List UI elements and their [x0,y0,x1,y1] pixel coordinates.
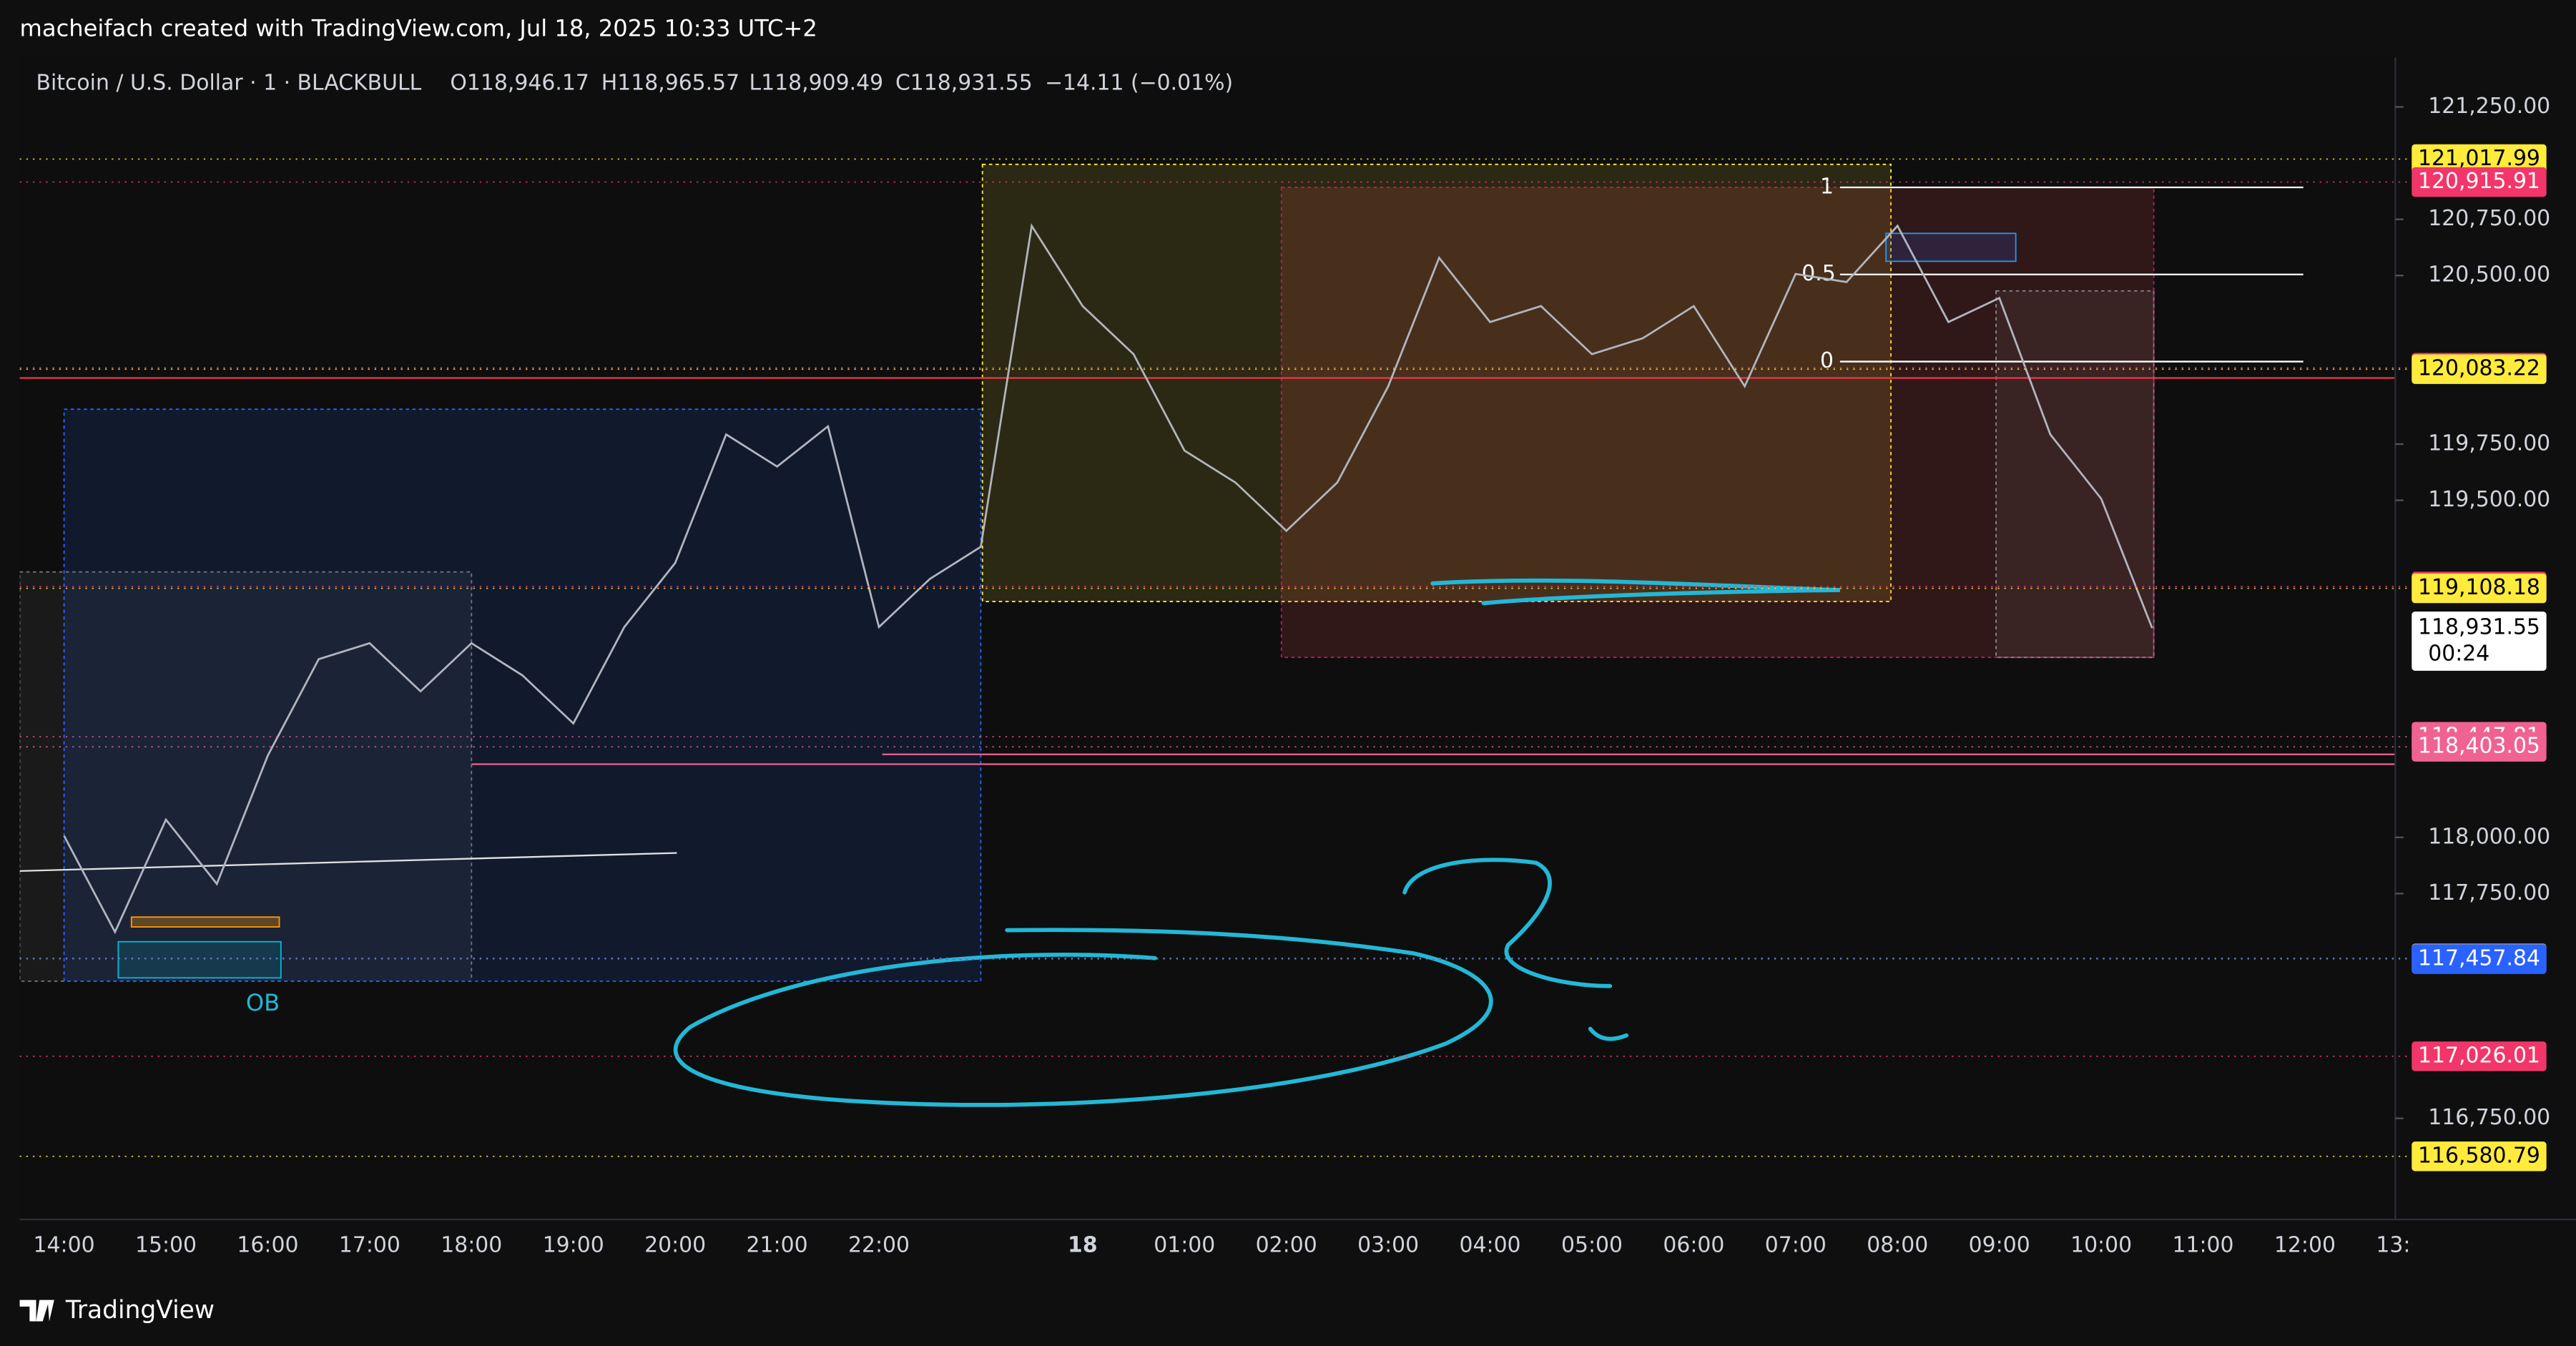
price-label: 119,108.18 [2418,575,2540,600]
blue-zone [63,408,982,982]
y-tick-label: 117,750.00 [2428,880,2550,905]
freehand-dot [1588,1026,1629,1041]
price-label-box [2412,944,2547,974]
ohlc-low: L118,909.49 [749,71,884,96]
plot-area [19,57,2396,1220]
x-tick-label: 14:00 [34,1232,95,1257]
price-label-box [2412,1141,2547,1171]
x-tick-label: 21:00 [747,1232,808,1257]
drawings: 1 0.5 0 OB [19,163,2396,1107]
footer [0,1275,2576,1346]
x-tick-label: 16:00 [237,1232,298,1257]
brand: TradingView [65,1296,215,1325]
x-tick-label: 04:00 [1460,1232,1521,1257]
price-label-box [2412,144,2547,175]
y-tick-label: 120,750.00 [2428,206,2550,231]
x-tick-label: 18 [1068,1232,1098,1257]
x-tick-label: 17:00 [339,1232,400,1257]
x-tick-label: 02:00 [1256,1232,1317,1257]
fib-label: 1 [1820,174,1834,199]
x-tick-label: 11:00 [2173,1232,2234,1257]
y-tick-label: 118,000.00 [2428,824,2550,849]
price-label-box [2412,732,2547,762]
price-label-box [2412,354,2547,384]
yellow-zone [981,163,1892,602]
price-label: 117,026.01 [2418,1043,2540,1068]
logo [19,1300,54,1322]
price-label: 121,017.99 [2418,146,2540,171]
price-label: 116,580.79 [2418,1143,2540,1168]
x-tick-label: 07:00 [1765,1232,1827,1257]
last-price-box [2412,611,2547,671]
time-axis: 14:00 15:00 16:00 17:00 18:00 19:00 20:00 21:00… [34,1232,2437,1257]
x-tick-label: 20:00 [644,1232,706,1257]
ob-box [130,916,280,928]
ohlc-change: −14.11 (−0.01%) [1045,71,1233,96]
y-tick-label: 119,500.00 [2428,487,2550,512]
x-tick-label: 18:00 [441,1232,502,1257]
price-label-box [2412,167,2547,197]
x-tick-label: 08:00 [1867,1232,1928,1257]
freehand-ellipse [673,928,1493,1107]
price-label-box [2412,573,2547,604]
x-tick-label: 12:00 [2274,1232,2336,1257]
x-tick-label: 05:00 [1561,1232,1623,1257]
freehand [673,578,1840,1107]
pink-zone [1995,290,2155,659]
x-tick-label: 19:00 [543,1232,604,1257]
x-tick-label: 10:00 [2070,1232,2132,1257]
freehand-stroke [1430,578,1840,606]
last-price-label: 118,931.55 [2418,615,2540,640]
x-tick-label: 01:00 [1154,1232,1215,1257]
ohlc-close: C118,931.55 [895,71,1033,96]
price-label: 120,083.22 [2418,356,2540,381]
ohlc-open: O118,946.17 [450,71,589,96]
x-tick-label: 06:00 [1663,1232,1724,1257]
countdown: 00:24 [2428,641,2489,666]
ohlc-high: H118,965.57 [601,71,739,96]
price-label: 118,403.05 [2418,734,2540,759]
fib-label: 0 [1820,348,1834,373]
ob-label: OB [246,989,280,1016]
red-zone [1280,187,2155,659]
small-box [1885,232,2017,262]
price-line-series [63,222,2153,935]
y-tick-label: 121,250.00 [2428,94,2550,119]
watermark: macheifach created with TradingView.com,… [20,14,817,41]
x-tick-label: 09:00 [1969,1232,2030,1257]
zone-box [19,571,473,982]
y-tick-label: 116,750.00 [2428,1105,2550,1130]
symbol: Bitcoin / U.S. Dollar · 1 · BLACKBULL [36,71,422,96]
x-tick-label: 13:00 [2376,1232,2437,1257]
price-label-box [2412,1041,2547,1071]
x-tick-label: 03:00 [1357,1232,1419,1257]
freehand-question [1402,858,1613,988]
y-tick-label: 120,500.00 [2428,262,2550,288]
trend-line [19,852,677,873]
x-tick-label: 22:00 [848,1232,910,1257]
y-tick-label: 119,750.00 [2428,431,2550,456]
x-tick-label: 15:00 [135,1232,197,1257]
price-label: 117,457.84 [2418,946,2540,971]
price-label: 120,915.91 [2418,169,2540,194]
fib-label: 0.5 [1801,261,1835,286]
